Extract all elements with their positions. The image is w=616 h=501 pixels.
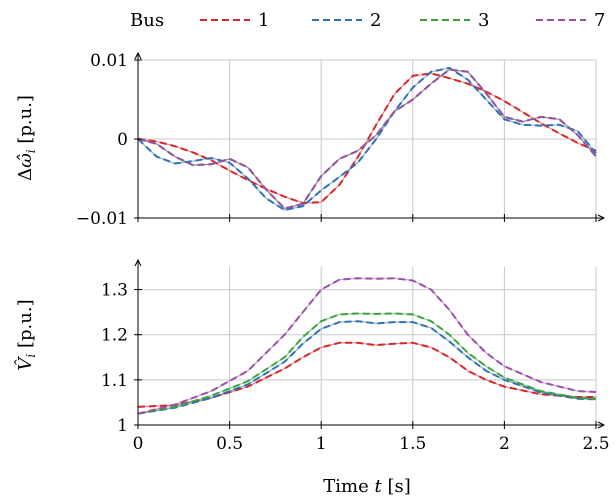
- legend-label-1: 1: [258, 10, 269, 31]
- y-tick-label-0-0: −0.01: [76, 209, 128, 229]
- y-tick-label-1-1: 1.1: [101, 371, 128, 391]
- x-tick-label-2: 1: [316, 434, 327, 454]
- series-line-0-2: [137, 66, 597, 212]
- series-line-0-1-solid: [137, 72, 597, 204]
- y-axis-arrow-1: [134, 258, 142, 267]
- y-tick-label-0-2: 0.01: [90, 51, 128, 71]
- x-tick-label-4: 2: [499, 434, 510, 454]
- series-line-1-3: [137, 312, 597, 415]
- x-tick-label-1: 0.5: [216, 434, 243, 454]
- plot-top: Δω̂i [p.u.] −0.01 0 0.01: [15, 51, 606, 229]
- x-tick-label-0: 0: [133, 434, 144, 454]
- x-axis-arrow-0: [597, 214, 606, 222]
- legend: Bus 1 2 3 7: [130, 10, 605, 31]
- legend-label-2: 2: [370, 10, 381, 31]
- x-tick-label-3: 1.5: [399, 434, 426, 454]
- legend-label-3: 3: [478, 10, 489, 31]
- series-line-1-2: [137, 320, 597, 415]
- y-tick-label-1-2: 1.2: [101, 326, 128, 346]
- legend-title: Bus: [130, 10, 164, 31]
- series-line-0-1: [137, 72, 597, 204]
- x-axis-arrow-1: [597, 421, 606, 429]
- ylabel-bottom: V̂i [p.u.]: [14, 299, 38, 370]
- ylabel-top: Δω̂i [p.u.]: [15, 95, 38, 181]
- plot-bottom: V̂i [p.u.] 1 1.1 1.2 1.3 0 0.5 1 1.5 2 2.5: [14, 258, 610, 454]
- y-axis-arrow-0: [134, 51, 142, 60]
- y-tick-label-0-1: 0: [117, 130, 128, 150]
- series-line-0-7: [137, 68, 597, 210]
- y-tick-label-1-0: 1: [117, 416, 128, 436]
- legend-label-7: 7: [594, 10, 605, 31]
- series-line-1-7: [137, 277, 597, 415]
- xlabel: Time t [s]: [323, 476, 410, 497]
- x-tick-label-5: 2.5: [582, 434, 609, 454]
- series-line-1-1: [137, 341, 596, 408]
- y-tick-label-1-3: 1.3: [101, 281, 128, 301]
